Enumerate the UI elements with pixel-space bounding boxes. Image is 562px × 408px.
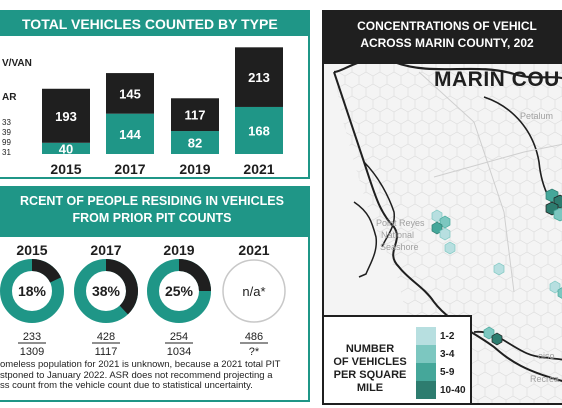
place-label-oiso: oiso <box>538 351 555 361</box>
bar-car-2015 <box>42 142 90 154</box>
map-county-label: MARIN COU <box>434 68 560 91</box>
donut-year-label: 2019 <box>163 242 194 258</box>
stray-number: 39 <box>2 128 11 137</box>
place-label-petaluma: Petalum <box>520 111 554 121</box>
legend-fragment-car: AR <box>2 92 17 103</box>
donut-year-label: 2015 <box>16 242 47 258</box>
donut-year-label: 2017 <box>90 242 121 258</box>
donut-2019-share <box>179 259 211 291</box>
donut-2017-share <box>106 259 138 315</box>
hexbin <box>439 227 451 241</box>
donut-denominator: 1117 <box>95 346 118 358</box>
legend-label: 10-40 <box>440 385 466 396</box>
donut-numerator: 233 <box>23 331 41 343</box>
map-legend: NUMBER OF VEHICLES PER SQUARE MILE 1-2 3… <box>324 315 472 403</box>
legend-swatch <box>416 345 436 363</box>
stray-number: 33 <box>2 118 11 127</box>
bar-value-label: 168 <box>248 123 270 138</box>
bar-value-label: 193 <box>55 109 77 124</box>
bar-value-label: 82 <box>188 136 202 151</box>
bar-value-label: 145 <box>119 86 141 101</box>
donut-denominator: 1034 <box>167 346 191 358</box>
hexbin <box>491 332 503 346</box>
donut-numerator: 254 <box>170 331 188 343</box>
map-title: CONCENTRATIONS OF VEHICL ACROSS MARIN CO… <box>324 12 562 64</box>
vehicles-bar-chart: 40 193 2015 144 145 2017 82 117 2019 168 213 2021 <box>42 47 283 177</box>
donut-2021-unknown <box>222 259 286 323</box>
percent-in-vehicles-panel: RCENT OF PEOPLE RESIDING IN VEHICLES FRO… <box>0 186 310 402</box>
legend-label: 1-2 <box>440 331 455 342</box>
legend-label: 5-9 <box>440 367 455 378</box>
place-label-national: National <box>381 230 415 240</box>
place-label-recrea: Recrea <box>530 374 560 384</box>
bar-year-label: 2015 <box>50 161 81 177</box>
bar-rv-van-2015 <box>42 88 90 143</box>
legend-fragment-van: V/VAN <box>2 58 32 69</box>
bar-value-label: 117 <box>185 108 206 123</box>
bar-year-label: 2019 <box>179 161 210 177</box>
percent-in-vehicles-title: RCENT OF PEOPLE RESIDING IN VEHICLES FRO… <box>0 188 308 237</box>
bar-rv-van-2019 <box>171 98 219 132</box>
bar-rv-van-2017 <box>106 73 154 114</box>
percent-donut-charts: 2015 18% 233 1309 2017 38% 428 1117 2019 25% 254 10… <box>0 242 286 358</box>
donut-2015-share <box>32 259 61 283</box>
hexbin <box>493 262 505 276</box>
vehicles-by-type-panel: TOTAL VEHICLES COUNTED BY TYPE V/VAN AR … <box>0 10 310 179</box>
legend-label: 3-4 <box>440 349 455 360</box>
bar-value-label: 40 <box>59 141 73 156</box>
bar-car-2017 <box>106 113 154 154</box>
donut-denominator: 1309 <box>20 346 44 358</box>
bar-year-label: 2017 <box>114 161 145 177</box>
bar-rv-van-2021 <box>235 47 283 107</box>
hexbin <box>553 207 562 222</box>
place-label-seashore: Seashore <box>380 242 419 252</box>
bar-value-label: 213 <box>248 70 270 85</box>
place-label-point-reyes: Point Reyes <box>376 218 425 228</box>
donut-denominator: ?* <box>249 346 260 358</box>
donut-percent-label: 38% <box>92 283 121 299</box>
bar-value-label: 144 <box>119 127 141 142</box>
marin-map-panel: CONCENTRATIONS OF VEHICL ACROSS MARIN CO… <box>322 10 562 405</box>
stray-number: 99 <box>2 138 11 147</box>
legend-swatch <box>416 327 436 345</box>
stray-number: 31 <box>2 148 11 157</box>
donut-percent-label: 25% <box>165 283 194 299</box>
donut-percent-label: n/a* <box>242 284 265 299</box>
bar-car-2019 <box>171 131 219 154</box>
vehicles-by-type-title: TOTAL VEHICLES COUNTED BY TYPE <box>0 12 308 36</box>
legend-swatch <box>416 381 436 399</box>
hexbin <box>444 241 456 255</box>
bar-car-2021 <box>235 106 283 154</box>
legend-swatch <box>416 363 436 381</box>
footnote: omeless population for 2021 is unknown, … <box>0 359 281 391</box>
hexbin <box>557 287 562 299</box>
coastline <box>333 71 562 382</box>
donut-percent-label: 18% <box>18 283 47 299</box>
legend-swatches <box>416 327 436 399</box>
donut-numerator: 428 <box>97 331 115 343</box>
donut-year-label: 2021 <box>238 242 269 258</box>
bar-year-label: 2021 <box>243 161 274 177</box>
donut-numerator: 486 <box>245 331 263 343</box>
